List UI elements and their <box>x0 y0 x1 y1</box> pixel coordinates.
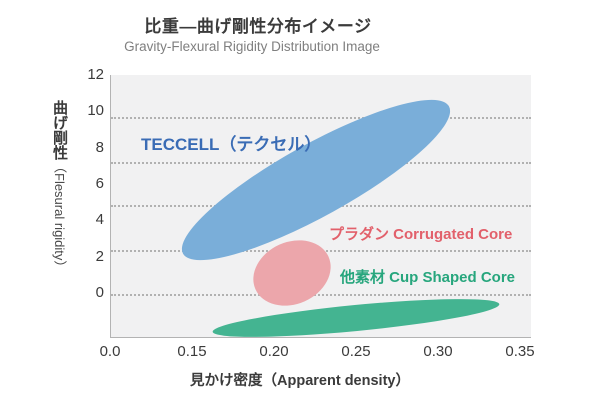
y-tick-2: 2 <box>95 248 104 265</box>
y-tick-12: 12 <box>87 66 104 83</box>
x-axis-title: 見かけ密度（Apparent density） <box>190 373 410 389</box>
cup-shaped-core-region-label: 他素材 Cup Shaped Core <box>340 269 516 286</box>
y-tick-4: 4 <box>95 211 104 228</box>
y-tick-6: 6 <box>95 175 104 192</box>
x-tick-0.35: 0.35 <box>505 343 535 360</box>
gridline-10 <box>111 117 531 119</box>
y-tick-8: 8 <box>95 139 104 156</box>
x-tick-0.25: 0.25 <box>341 343 371 360</box>
x-tick-0.0: 0.0 <box>99 343 121 360</box>
y-axis-title: 曲げ剛性（Flesural rigidity） <box>51 100 68 340</box>
chart-subtitle: Gravity-Flexural Rigidity Distribution I… <box>124 39 380 54</box>
x-tick-0.15: 0.15 <box>177 343 207 360</box>
y-axis-title-english: （Flesural rigidity） <box>52 160 67 274</box>
y-tick-0: 0 <box>95 284 104 301</box>
x-tick-0.30: 0.30 <box>423 343 453 360</box>
gridline-2 <box>111 294 531 296</box>
chart-title: 比重—曲げ剛性分布イメージ <box>144 17 372 36</box>
teccell-region-label: TECCELL（テクセル） <box>141 135 322 154</box>
y-tick-10: 10 <box>87 102 104 119</box>
y-axis-title-japanese: 曲げ剛性 <box>51 100 68 160</box>
plot-area: TECCELL（テクセル） プラダン Corrugated Core 他素材 C… <box>110 74 531 345</box>
x-tick-0.20: 0.20 <box>259 343 289 360</box>
cup-shaped-core-region-ellipse <box>211 291 501 345</box>
corrugated-core-region-label: プラダン Corrugated Core <box>329 226 513 243</box>
